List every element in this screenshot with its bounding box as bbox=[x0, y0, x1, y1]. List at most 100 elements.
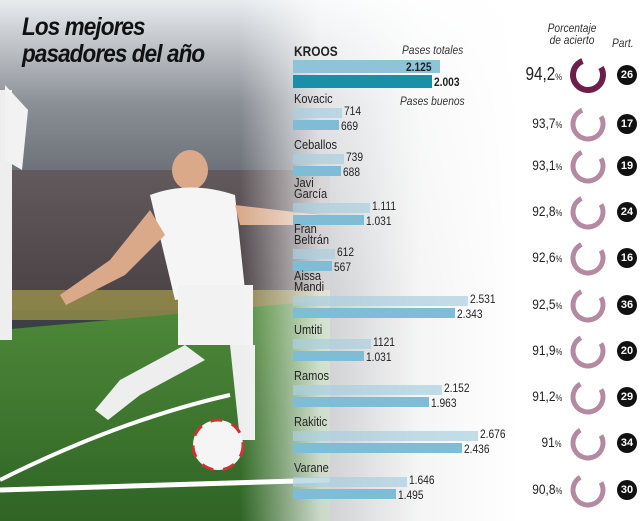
title-line-2: pasadores del año bbox=[22, 40, 205, 68]
accuracy-arc bbox=[570, 194, 606, 230]
player-name: Kovacic bbox=[294, 91, 333, 106]
title-line-1: Los mejores bbox=[22, 13, 146, 41]
accuracy-value: 91,9 bbox=[532, 342, 556, 358]
percent-sign: % bbox=[555, 486, 562, 496]
bar-pases-buenos bbox=[293, 351, 365, 361]
header-pases-buenos: Pases buenos bbox=[400, 94, 465, 108]
label-pases-totales: 2.152 bbox=[443, 381, 470, 395]
accuracy-ring bbox=[570, 57, 606, 93]
accuracy-ring bbox=[570, 425, 606, 461]
label-pases-buenos: 2.343 bbox=[457, 307, 483, 321]
bar-pases-buenos bbox=[293, 261, 333, 271]
accuracy-arc bbox=[570, 333, 606, 369]
accuracy-arc bbox=[570, 287, 606, 323]
bar-pases-buenos bbox=[293, 308, 456, 318]
label-pases-buenos: 1.495 bbox=[398, 488, 424, 502]
label-pases-buenos: 567 bbox=[334, 260, 352, 274]
header-porcentaje: Porcentaje de acierto bbox=[545, 22, 599, 46]
label-pases-totales: 2.676 bbox=[480, 427, 506, 441]
matches-badge: 16 bbox=[617, 248, 637, 268]
label-pases-buenos: 1.963 bbox=[430, 396, 457, 410]
accuracy-value: 92,5 bbox=[532, 296, 556, 312]
player-name: Rakitic bbox=[294, 414, 328, 429]
player-name: Ramos bbox=[294, 368, 330, 383]
accuracy-ring bbox=[570, 194, 606, 230]
accuracy-ring bbox=[570, 240, 606, 276]
bar-pases-buenos bbox=[293, 397, 429, 407]
bar-pases-buenos bbox=[293, 489, 397, 499]
label-pases-buenos: 1.031 bbox=[366, 350, 392, 364]
bar-pases-totales bbox=[293, 385, 442, 395]
accuracy-label: 91,9% bbox=[532, 342, 562, 358]
accuracy-label: 90,8% bbox=[532, 481, 562, 497]
accuracy-label: 94,2% bbox=[525, 64, 562, 85]
percent-sign: % bbox=[555, 162, 562, 172]
matches-badge: 30 bbox=[617, 480, 637, 500]
bar-pases-totales bbox=[293, 296, 469, 306]
header-pases-totales: Pases totales bbox=[402, 43, 464, 57]
chart-title: Los mejores pasadores del año bbox=[22, 13, 205, 68]
matches-badge: 36 bbox=[617, 295, 637, 315]
label-pases-buenos: 669 bbox=[341, 119, 359, 133]
percent-sign: % bbox=[555, 347, 562, 357]
player-name: KROOS bbox=[294, 43, 338, 59]
percent-sign: % bbox=[555, 72, 562, 82]
percent-sign: % bbox=[555, 120, 562, 130]
label-pases-totales: 612 bbox=[337, 245, 355, 259]
bar-pases-buenos bbox=[293, 215, 365, 225]
bar-pases-buenos bbox=[293, 120, 340, 130]
matches-badge: 20 bbox=[617, 341, 637, 361]
label-pases-totales: 2.531 bbox=[470, 292, 496, 306]
accuracy-ring bbox=[570, 472, 606, 508]
accuracy-arc bbox=[570, 425, 606, 461]
label-pases-buenos: 1.031 bbox=[366, 214, 392, 228]
label-pases-totales: 739 bbox=[346, 150, 364, 164]
accuracy-ring bbox=[570, 106, 606, 142]
accuracy-label: 92,5% bbox=[532, 296, 562, 312]
matches-badge: 34 bbox=[617, 433, 637, 453]
accuracy-label: 93,1% bbox=[532, 157, 562, 173]
accuracy-label: 91% bbox=[542, 434, 562, 450]
accuracy-value: 90,8 bbox=[532, 481, 556, 497]
header-pct-line1: Porcentaje bbox=[547, 21, 597, 35]
player-name: Javi García bbox=[294, 175, 328, 201]
accuracy-label: 92,6% bbox=[532, 249, 562, 265]
accuracy-ring bbox=[570, 287, 606, 323]
accuracy-value: 94,2 bbox=[525, 64, 556, 84]
matches-badge: 26 bbox=[617, 65, 637, 85]
accuracy-ring bbox=[570, 148, 606, 184]
accuracy-value: 93,1 bbox=[532, 157, 556, 173]
accuracy-value: 92,6 bbox=[532, 249, 556, 265]
accuracy-value: 93,7 bbox=[532, 115, 556, 131]
accuracy-arc bbox=[570, 472, 606, 508]
label-pases-totales: 1121 bbox=[372, 335, 395, 349]
bar-pases-buenos bbox=[293, 443, 462, 453]
accuracy-label: 93,7% bbox=[532, 115, 562, 131]
accuracy-value: 92,8 bbox=[532, 203, 556, 219]
accuracy-arc bbox=[570, 106, 606, 142]
bar-pases-totales bbox=[293, 108, 343, 118]
header-pct-line2: de acierto bbox=[549, 33, 595, 47]
bar-pases-totales bbox=[293, 60, 440, 73]
bar-pases-totales bbox=[293, 431, 479, 441]
accuracy-value: 91,2 bbox=[532, 388, 556, 404]
player-name: Ceballos bbox=[294, 137, 338, 152]
label-pases-totales: 1.646 bbox=[408, 473, 435, 487]
bar-pases-totales bbox=[293, 477, 407, 487]
accuracy-ring bbox=[570, 333, 606, 369]
label-pases-buenos: 2.003 bbox=[433, 75, 460, 89]
percent-sign: % bbox=[555, 439, 562, 449]
accuracy-label: 91,2% bbox=[532, 388, 562, 404]
label-pases-totales: 714 bbox=[344, 104, 362, 118]
accuracy-ring bbox=[570, 379, 606, 415]
percent-sign: % bbox=[555, 254, 562, 264]
percent-sign: % bbox=[555, 208, 562, 218]
matches-badge: 29 bbox=[617, 387, 637, 407]
player-name: Aissa Mandi bbox=[294, 268, 325, 294]
accuracy-arc bbox=[570, 379, 606, 415]
accuracy-value: 91 bbox=[541, 434, 556, 450]
bar-pases-totales bbox=[293, 154, 345, 164]
bar-pases-buenos bbox=[293, 166, 341, 176]
label-pases-totales: 1.111 bbox=[371, 199, 396, 213]
player-name: Varane bbox=[294, 460, 329, 475]
